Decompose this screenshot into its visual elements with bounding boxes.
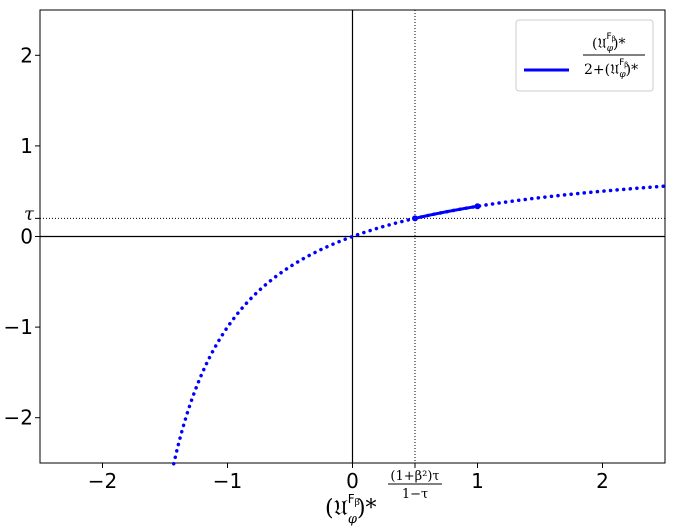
legend-box bbox=[515, 19, 654, 92]
y-tick-label: −2 bbox=[4, 406, 33, 430]
legend-num-sup: F bbox=[606, 32, 611, 42]
legend: (𝔘Fβ φ)* 2+(𝔘Fβ φ)* bbox=[515, 19, 654, 92]
legend-den-tail: )* bbox=[626, 62, 638, 78]
x-axis-label-main: (𝔘 bbox=[325, 496, 348, 521]
y-axis-ticks: −2 −1 0 1 2 bbox=[4, 43, 40, 430]
x-axis-ticks: −2 −1 0 1 2 bbox=[88, 463, 609, 493]
x-tick-label: −2 bbox=[88, 469, 117, 493]
x-special-numerator: (1+β²)τ bbox=[390, 469, 439, 484]
y-tick-label: 2 bbox=[20, 43, 33, 67]
legend-den-supsub: β bbox=[624, 61, 628, 69]
series-solid-segment bbox=[414, 204, 478, 220]
legend-num-tail: )* bbox=[613, 36, 625, 52]
legend-numerator: (𝔘Fβ φ)* bbox=[592, 32, 625, 54]
y-tick-label: 1 bbox=[20, 134, 33, 158]
legend-num-sub: φ bbox=[607, 44, 614, 54]
x-axis-label-sup: F bbox=[348, 492, 355, 506]
x-tick-label: 0 bbox=[346, 469, 359, 493]
legend-num-supsub: β bbox=[612, 35, 616, 43]
x-tick-label: −1 bbox=[213, 469, 242, 493]
x-tick-label: 1 bbox=[471, 469, 484, 493]
segment-start-point bbox=[412, 215, 418, 222]
series-dotted-curve bbox=[172, 184, 667, 466]
legend-den-sup: F bbox=[619, 58, 624, 68]
y-tick-label: 0 bbox=[20, 225, 33, 249]
legend-den-sub: φ bbox=[619, 70, 626, 80]
x-axis-label-supsub: β bbox=[355, 498, 360, 508]
x-axis-label-tail: )* bbox=[357, 496, 377, 521]
tau-tick-label: τ bbox=[24, 203, 35, 224]
legend-denominator: 2+(𝔘Fβ φ)* bbox=[584, 58, 638, 80]
x-special-denominator: 1−τ bbox=[402, 487, 428, 502]
legend-den-main: 2+(𝔘 bbox=[584, 62, 619, 78]
x-axis-label: (𝔘Fβ φ)* bbox=[325, 492, 377, 527]
x-tick-label: 2 bbox=[596, 469, 609, 493]
y-tick-label: −1 bbox=[4, 315, 33, 339]
legend-num-main: (𝔘 bbox=[592, 36, 606, 52]
segment-end-point bbox=[474, 203, 481, 210]
x-special-tick-label: (1+β²)τ 1−τ bbox=[388, 469, 442, 502]
x-axis-label-sub: φ bbox=[348, 512, 358, 527]
